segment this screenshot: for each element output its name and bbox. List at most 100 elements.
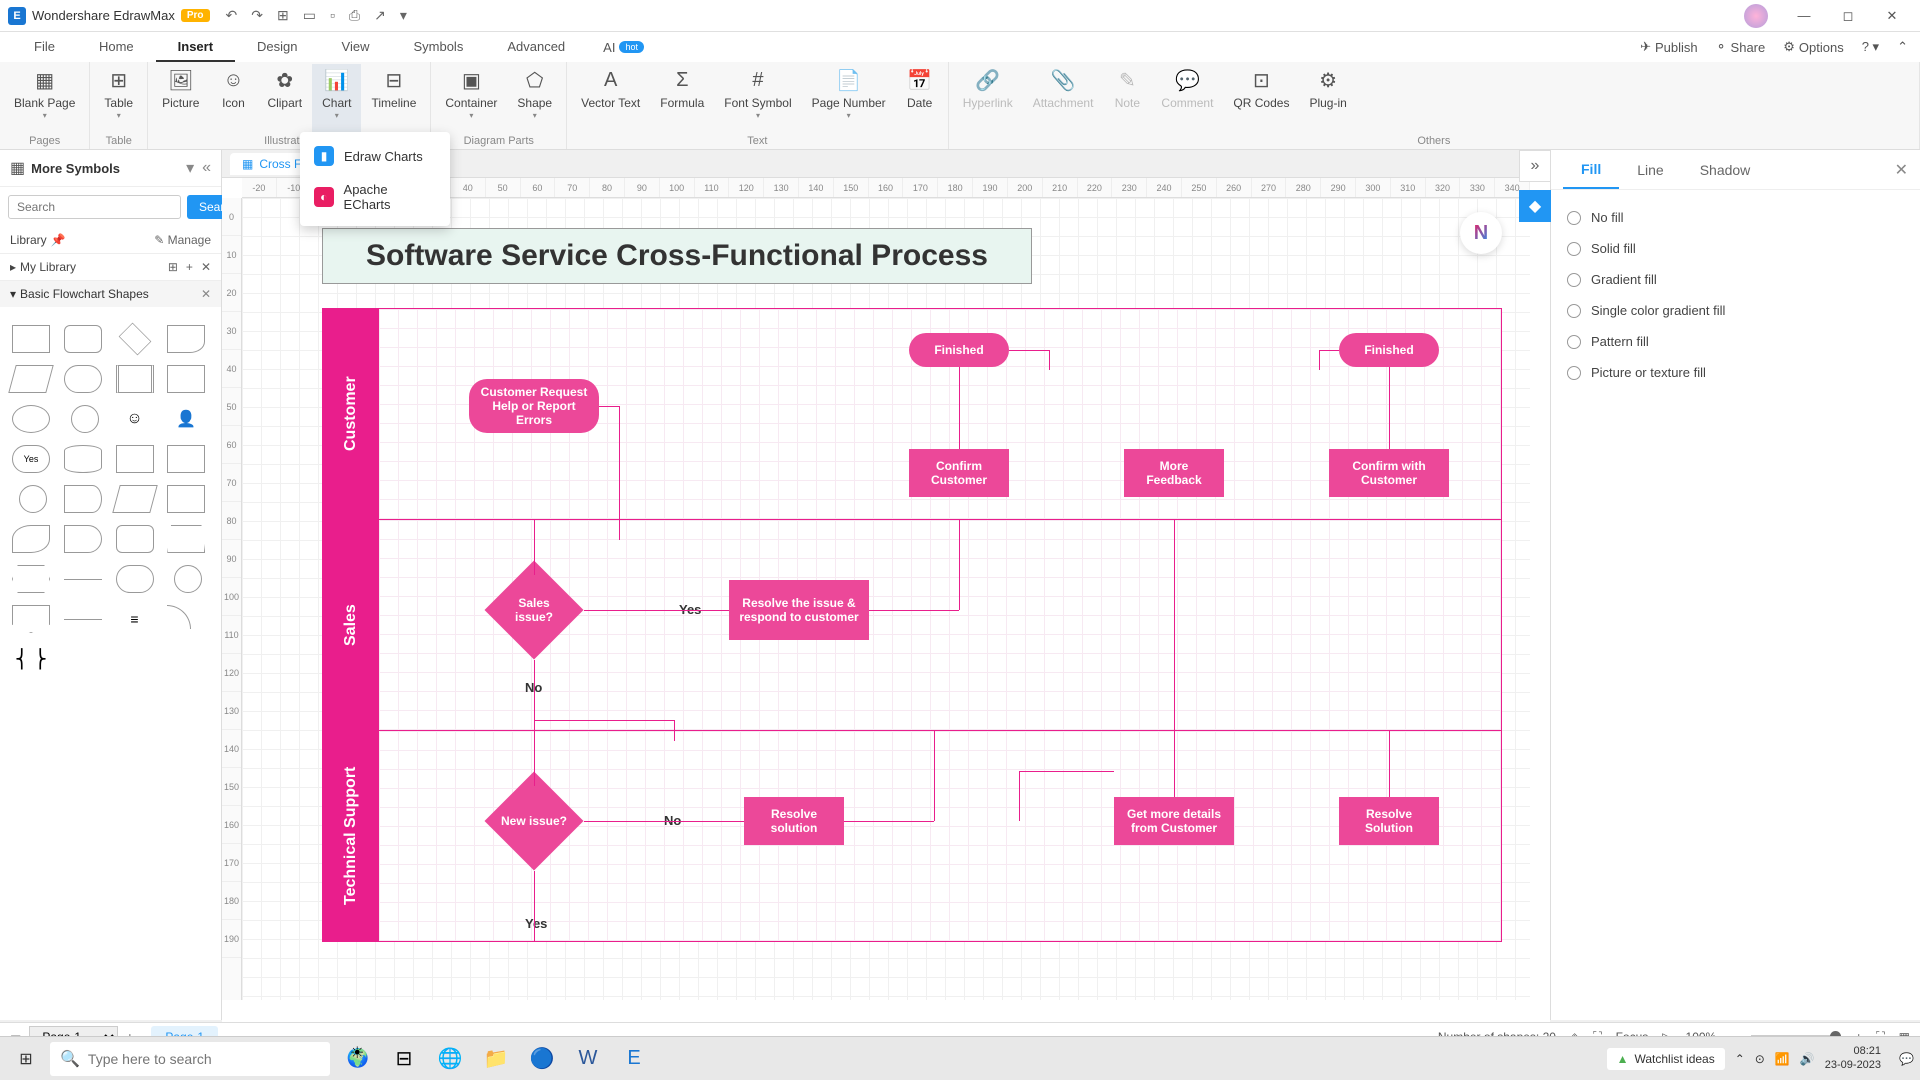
taskbar-search[interactable]: 🔍 xyxy=(50,1042,330,1076)
shape-display[interactable] xyxy=(167,485,205,513)
notifications-icon[interactable]: 💬 xyxy=(1899,1052,1914,1066)
expand-panel-button[interactable]: » xyxy=(1519,150,1551,182)
fill-picture[interactable]: Picture or texture fill xyxy=(1567,357,1904,388)
shape-parallelogram[interactable] xyxy=(8,365,54,393)
shape-arc[interactable] xyxy=(167,605,191,629)
undo-button[interactable]: ↶ xyxy=(226,7,238,24)
taskbar-search-input[interactable] xyxy=(88,1051,320,1067)
shape-user[interactable]: 👤 xyxy=(167,405,205,433)
menu-view[interactable]: View xyxy=(320,32,392,62)
vector-text-tool[interactable]: AVector Text xyxy=(571,64,650,133)
flowchart-title[interactable]: Software Service Cross-Functional Proces… xyxy=(322,228,1032,284)
shape-circle[interactable] xyxy=(71,405,99,433)
shape-hexagon[interactable] xyxy=(12,565,50,593)
fill-single-gradient[interactable]: Single color gradient fill xyxy=(1567,295,1904,326)
collapse-ribbon-button[interactable]: ⌃ xyxy=(1897,39,1908,55)
close-library-button[interactable]: ✕ xyxy=(201,260,211,274)
picture-tool[interactable]: 🖼Picture xyxy=(152,64,209,133)
edge-icon[interactable]: 🌐 xyxy=(430,1039,470,1079)
my-library-section[interactable]: ▸ My Library ⊞ + ✕ xyxy=(0,254,221,281)
fill-solid[interactable]: Solid fill xyxy=(1567,233,1904,264)
qr-codes-tool[interactable]: ⊡QR Codes xyxy=(1223,64,1299,133)
tab-fill[interactable]: Fill xyxy=(1563,151,1619,189)
close-section-button[interactable]: ✕ xyxy=(201,287,211,301)
print-button[interactable]: ⎙ xyxy=(349,7,360,24)
note-tool[interactable]: ✎Note xyxy=(1103,64,1151,133)
weather-icon[interactable]: 🌍☀ xyxy=(338,1039,378,1079)
node-sales-issue[interactable]: Sales issue? xyxy=(485,561,584,660)
shape-small-circle[interactable] xyxy=(174,565,202,593)
help-button[interactable]: ? ▾ xyxy=(1862,39,1879,55)
close-panel-button[interactable]: ✕ xyxy=(1895,160,1908,180)
node-new-issue[interactable]: New issue? xyxy=(485,772,584,871)
shape-stored[interactable] xyxy=(64,485,102,513)
menu-symbols[interactable]: Symbols xyxy=(391,32,485,62)
node-customer-request[interactable]: Customer Request Help or Report Errors xyxy=(469,379,599,433)
menu-home[interactable]: Home xyxy=(77,32,156,62)
word-icon[interactable]: W xyxy=(568,1039,608,1079)
task-view-icon[interactable]: ⊟ xyxy=(384,1039,424,1079)
publish-button[interactable]: ✈ Publish xyxy=(1640,39,1698,55)
lane-header[interactable]: Technical Support xyxy=(323,731,379,941)
fill-gradient[interactable]: Gradient fill xyxy=(1567,264,1904,295)
shape-connector[interactable] xyxy=(19,485,47,513)
shape-tool[interactable]: ⬠Shape▾ xyxy=(507,64,562,133)
dropdown-icon[interactable]: ▾ xyxy=(186,158,194,178)
qat-more-button[interactable]: ▾ xyxy=(400,7,407,24)
manage-link[interactable]: ✎ Manage xyxy=(154,233,211,247)
shape-wave[interactable] xyxy=(12,525,50,553)
watchlist-widget[interactable]: ▲ Watchlist ideas xyxy=(1607,1048,1725,1070)
shape-brace[interactable]: ⎨ ⎬ xyxy=(12,645,50,673)
save-button[interactable]: ▫ xyxy=(330,7,335,24)
shape-internal[interactable] xyxy=(167,445,205,473)
tab-shadow[interactable]: Shadow xyxy=(1682,152,1769,188)
tray-location[interactable]: ⊙ xyxy=(1755,1052,1765,1066)
shape-terminator[interactable] xyxy=(64,365,102,393)
node-more-feedback[interactable]: More Feedback xyxy=(1124,449,1224,497)
share-button[interactable]: ⚬ Share xyxy=(1716,39,1766,55)
shape-data[interactable] xyxy=(167,365,205,393)
close-button[interactable]: ✕ xyxy=(1872,0,1912,32)
node-get-details[interactable]: Get more details from Customer xyxy=(1114,797,1234,845)
shape-note[interactable]: ≡ xyxy=(116,605,154,633)
lane-header[interactable]: Customer xyxy=(323,309,379,519)
blank-page-tool[interactable]: ▦Blank Page▾ xyxy=(4,64,85,133)
font-symbol-tool[interactable]: #Font Symbol▾ xyxy=(714,64,801,133)
shape-actor[interactable]: ☺ xyxy=(116,405,154,433)
lane-header[interactable]: Sales xyxy=(323,520,379,730)
container-tool[interactable]: ▣Container▾ xyxy=(435,64,507,133)
formula-tool[interactable]: ΣFormula xyxy=(650,64,714,133)
system-clock[interactable]: 08:21 23-09-2023 xyxy=(1825,1045,1889,1071)
menu-ai[interactable]: AI hot xyxy=(587,40,660,55)
tray-volume[interactable]: 🔊 xyxy=(1800,1052,1815,1066)
node-resolve-respond[interactable]: Resolve the issue & respond to customer xyxy=(729,580,869,640)
start-button[interactable]: ⊞ xyxy=(6,1039,46,1079)
menu-advanced[interactable]: Advanced xyxy=(485,32,587,62)
tab-line[interactable]: Line xyxy=(1619,152,1681,188)
shape-card[interactable] xyxy=(116,445,154,473)
shape-yes[interactable]: Yes xyxy=(12,445,50,473)
menu-design[interactable]: Design xyxy=(235,32,319,62)
shape-rectangle[interactable] xyxy=(12,325,50,353)
shape-pill[interactable] xyxy=(116,565,154,593)
date-tool[interactable]: 📅Date xyxy=(896,64,944,133)
shape-document[interactable] xyxy=(167,325,205,353)
shape-cylinder[interactable] xyxy=(64,445,102,473)
node-finished-2[interactable]: Finished xyxy=(1339,333,1439,367)
shape-manual-input[interactable] xyxy=(112,485,158,513)
user-avatar[interactable] xyxy=(1744,4,1768,28)
node-resolve-solution-2[interactable]: Resolve Solution xyxy=(1339,797,1439,845)
open-button[interactable]: ▭ xyxy=(303,7,316,24)
table-tool[interactable]: ⊞Table▾ xyxy=(94,64,143,133)
chart-tool[interactable]: 📊Chart▾ xyxy=(312,64,361,133)
add-library-button[interactable]: ⊞ xyxy=(168,260,178,274)
comment-tool[interactable]: 💬Comment xyxy=(1151,64,1223,133)
shape-predefined[interactable] xyxy=(116,365,154,393)
shape-arrow[interactable] xyxy=(64,619,102,620)
search-input[interactable] xyxy=(8,195,181,219)
clipart-tool[interactable]: ✿Clipart xyxy=(257,64,312,133)
shape-diamond[interactable] xyxy=(118,323,151,356)
icon-tool[interactable]: ☺Icon xyxy=(209,64,257,133)
tray-chevron[interactable]: ⌃ xyxy=(1735,1052,1745,1066)
menu-insert[interactable]: Insert xyxy=(156,32,235,62)
